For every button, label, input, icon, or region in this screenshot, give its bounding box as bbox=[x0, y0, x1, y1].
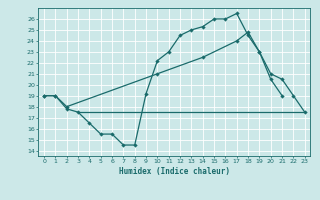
X-axis label: Humidex (Indice chaleur): Humidex (Indice chaleur) bbox=[119, 167, 230, 176]
